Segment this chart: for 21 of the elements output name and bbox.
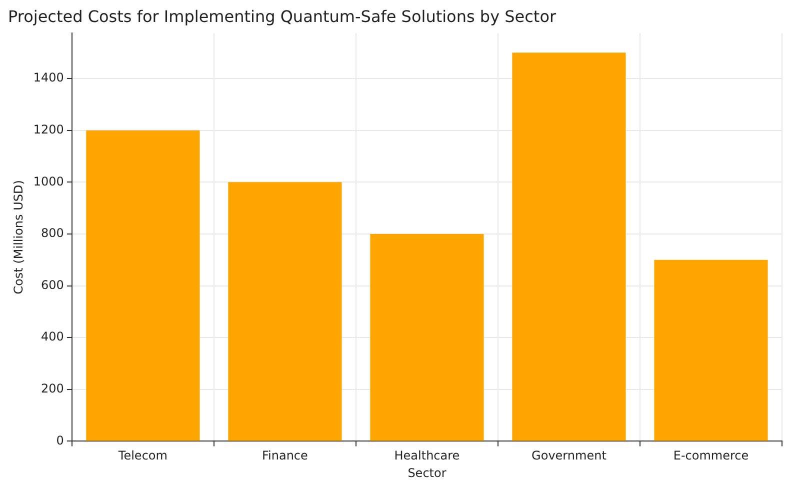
- y-tick-label: 600: [41, 278, 64, 292]
- x-tick-label: Government: [532, 448, 607, 463]
- x-tick-label: Finance: [262, 448, 308, 463]
- bar: [512, 52, 626, 441]
- y-tick-label: 1400: [33, 70, 64, 85]
- x-tick-label: Healthcare: [394, 448, 460, 463]
- y-tick-label: 200: [41, 382, 64, 396]
- y-tick-label: 0: [56, 433, 64, 448]
- chart-title: Projected Costs for Implementing Quantum-Safe Solutions by Sector: [8, 6, 556, 26]
- bar: [370, 234, 484, 441]
- y-tick-label: 800: [41, 226, 64, 240]
- x-tick-label: Telecom: [117, 448, 168, 463]
- x-axis-title: Sector: [408, 466, 446, 480]
- bar: [228, 182, 342, 441]
- bar: [86, 130, 200, 441]
- bar: [654, 260, 768, 441]
- y-tick-label: 1200: [33, 122, 64, 136]
- y-axis-title: Cost (Millions USD): [11, 180, 26, 294]
- y-tick-label: 1000: [33, 174, 64, 188]
- x-tick-label: E-commerce: [673, 448, 749, 463]
- y-tick-label: 400: [41, 330, 64, 344]
